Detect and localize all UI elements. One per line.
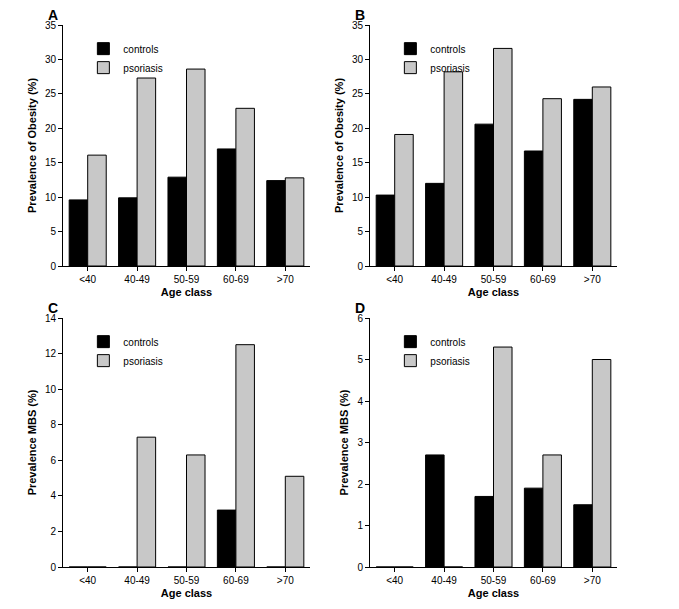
svg-text:5: 5 [50,226,56,237]
svg-text:60-69: 60-69 [530,274,556,285]
svg-text:>70: >70 [584,274,601,285]
svg-text:Age class: Age class [161,587,212,599]
svg-text:A: A [48,7,58,23]
svg-text:8: 8 [50,419,56,430]
svg-text:35: 35 [45,20,57,31]
svg-text:20: 20 [45,123,57,134]
svg-text:<40: <40 [386,575,403,586]
svg-text:3: 3 [357,437,363,448]
svg-text:0: 0 [50,562,56,573]
svg-text:Prevalence MBS (%): Prevalence MBS (%) [26,389,38,495]
svg-text:1: 1 [357,520,363,531]
svg-text:0: 0 [357,261,363,272]
svg-text:5: 5 [357,354,363,365]
svg-text:40-49: 40-49 [124,575,150,586]
svg-text:<40: <40 [386,274,403,285]
svg-text:30: 30 [352,54,364,65]
svg-text:14: 14 [45,313,57,324]
svg-text:C: C [48,300,58,316]
svg-text:>70: >70 [277,575,294,586]
svg-text:psoriasis: psoriasis [430,63,469,74]
svg-text:12: 12 [45,348,57,359]
svg-text:2: 2 [50,526,56,537]
svg-text:25: 25 [45,88,57,99]
svg-text:Prevalence of Obesity (%): Prevalence of Obesity (%) [26,78,38,213]
svg-text:Age class: Age class [468,587,519,599]
svg-text:2: 2 [357,479,363,490]
svg-text:40-49: 40-49 [431,575,457,586]
svg-text:50-59: 50-59 [174,274,200,285]
svg-text:6: 6 [357,313,363,324]
svg-text:40-49: 40-49 [124,274,150,285]
svg-text:10: 10 [45,384,57,395]
svg-text:40-49: 40-49 [431,274,457,285]
svg-text:psoriasis: psoriasis [123,63,162,74]
svg-text:10: 10 [45,192,57,203]
svg-text:controls: controls [123,44,158,55]
svg-text:Age class: Age class [468,286,519,298]
svg-text:psoriasis: psoriasis [430,356,469,367]
svg-text:20: 20 [352,123,364,134]
svg-text:<40: <40 [79,575,96,586]
svg-text:50-59: 50-59 [481,575,507,586]
svg-text:60-69: 60-69 [223,575,249,586]
svg-text:60-69: 60-69 [530,575,556,586]
svg-text:50-59: 50-59 [481,274,507,285]
svg-text:Prevalence of Obesity (%): Prevalence of Obesity (%) [333,78,345,213]
svg-text:15: 15 [352,157,364,168]
svg-text:30: 30 [45,54,57,65]
svg-text:5: 5 [357,226,363,237]
svg-text:>70: >70 [584,575,601,586]
svg-text:B: B [355,7,365,23]
svg-text:controls: controls [123,337,158,348]
svg-text:4: 4 [50,490,56,501]
svg-text:psoriasis: psoriasis [123,356,162,367]
svg-text:<40: <40 [79,274,96,285]
svg-text:6: 6 [50,455,56,466]
svg-text:controls: controls [430,44,465,55]
svg-text:>70: >70 [277,274,294,285]
svg-text:4: 4 [357,396,363,407]
svg-text:50-59: 50-59 [174,575,200,586]
svg-text:0: 0 [50,261,56,272]
svg-text:Age class: Age class [161,286,212,298]
svg-text:controls: controls [430,337,465,348]
svg-text:25: 25 [352,88,364,99]
svg-text:15: 15 [45,157,57,168]
svg-text:35: 35 [352,20,364,31]
svg-text:0: 0 [357,562,363,573]
svg-text:D: D [355,300,365,316]
svg-text:10: 10 [352,192,364,203]
svg-text:Prevalence MBS (%): Prevalence MBS (%) [338,389,350,495]
svg-text:60-69: 60-69 [223,274,249,285]
